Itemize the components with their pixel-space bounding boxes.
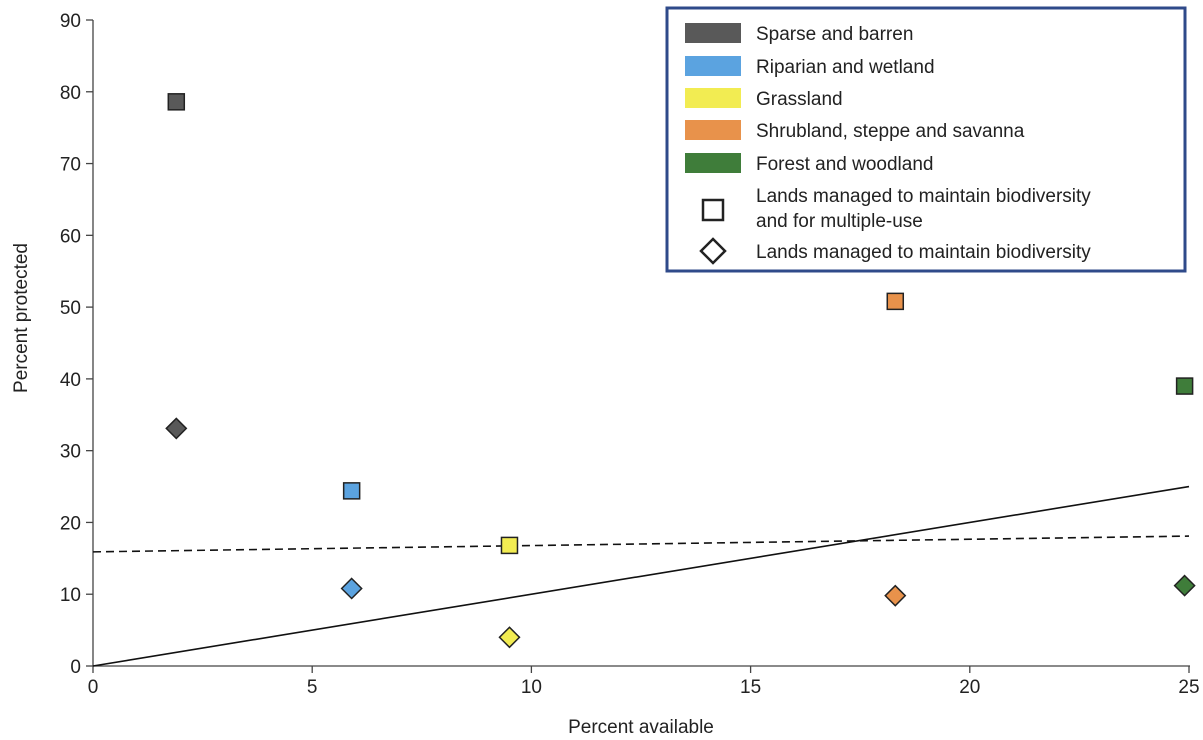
x-ticks: 0 5 10 15 20 25 bbox=[88, 666, 1200, 698]
legend-label: Shrubland, steppe and savanna bbox=[756, 121, 1025, 142]
legend-swatch bbox=[685, 153, 741, 173]
legend-swatch bbox=[685, 120, 741, 140]
square-data-point bbox=[500, 536, 519, 555]
y-axis-title: Percent protected bbox=[11, 243, 32, 393]
y-tick-label: 20 bbox=[60, 513, 81, 534]
legend-square-marker-icon bbox=[701, 198, 725, 222]
legend-items: Sparse and barren Riparian and wetland Gra… bbox=[685, 23, 1091, 265]
y-tick-label: 50 bbox=[60, 298, 81, 319]
diamond-data-point bbox=[884, 584, 907, 607]
x-tick-label: 25 bbox=[1178, 677, 1199, 698]
diamond-data-point bbox=[340, 577, 363, 600]
solid-one-to-one-line bbox=[92, 485, 1190, 667]
y-ticks: 0 10 20 30 40 50 60 70 80 90 bbox=[60, 11, 93, 678]
data-points bbox=[165, 93, 1196, 649]
y-tick-label: 60 bbox=[60, 226, 81, 247]
legend-swatch bbox=[685, 23, 741, 43]
y-tick-label: 90 bbox=[60, 11, 81, 32]
x-tick-label: 5 bbox=[307, 677, 318, 698]
diamond-data-point bbox=[1173, 574, 1196, 597]
legend: Sparse and barren Riparian and wetland Gra… bbox=[665, 6, 1187, 273]
x-tick-label: 15 bbox=[740, 677, 761, 698]
y-tick-label: 10 bbox=[60, 585, 81, 606]
x-tick-label: 20 bbox=[959, 677, 980, 698]
x-tick-label: 10 bbox=[521, 677, 542, 698]
square-data-point bbox=[1175, 377, 1194, 395]
legend-label: Sparse and barren bbox=[756, 24, 913, 45]
legend-label: Lands managed to maintain biodiversity an… bbox=[756, 186, 1091, 232]
square-data-point bbox=[886, 292, 905, 311]
diamond-data-point bbox=[498, 626, 521, 649]
y-tick-label: 40 bbox=[60, 370, 81, 391]
axes bbox=[92, 20, 1190, 667]
legend-diamond-marker-icon bbox=[699, 237, 727, 265]
reference-lines bbox=[92, 485, 1190, 667]
x-tick-label: 0 bbox=[88, 677, 99, 698]
legend-label: Lands managed to maintain biodiversity bbox=[756, 242, 1091, 263]
legend-swatch bbox=[685, 56, 741, 76]
square-data-point bbox=[167, 93, 186, 111]
legend-frame bbox=[665, 6, 1187, 273]
legend-label: Grassland bbox=[756, 89, 843, 110]
y-tick-label: 0 bbox=[70, 657, 81, 678]
legend-label: Forest and woodland bbox=[756, 154, 933, 175]
diamond-data-point bbox=[165, 417, 188, 440]
y-tick-label: 30 bbox=[60, 442, 81, 463]
y-tick-label: 70 bbox=[60, 155, 81, 176]
legend-label: Riparian and wetland bbox=[756, 57, 935, 78]
square-data-point bbox=[342, 482, 361, 500]
x-axis-title: Percent available bbox=[568, 717, 714, 738]
dashed-trend-line bbox=[92, 535, 1190, 553]
y-tick-label: 80 bbox=[60, 83, 81, 104]
legend-swatch bbox=[685, 88, 741, 108]
